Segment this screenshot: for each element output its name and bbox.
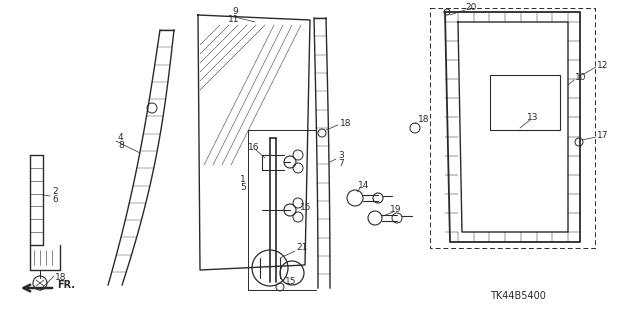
Text: 19: 19 bbox=[390, 205, 401, 214]
Text: 21: 21 bbox=[296, 243, 307, 253]
Text: 15: 15 bbox=[285, 278, 296, 286]
Text: 3: 3 bbox=[338, 151, 344, 160]
Text: 14: 14 bbox=[358, 181, 369, 189]
Text: 12: 12 bbox=[597, 61, 609, 70]
Text: 13: 13 bbox=[527, 114, 538, 122]
Text: 11: 11 bbox=[228, 16, 239, 25]
Text: 10: 10 bbox=[575, 73, 586, 83]
Text: FR.: FR. bbox=[57, 280, 75, 290]
Text: 18: 18 bbox=[340, 118, 351, 128]
Text: 1: 1 bbox=[240, 175, 246, 184]
Text: 18: 18 bbox=[55, 273, 67, 283]
Text: 4: 4 bbox=[118, 133, 124, 143]
Text: 7: 7 bbox=[338, 159, 344, 167]
Text: 8: 8 bbox=[118, 142, 124, 151]
Text: 9: 9 bbox=[232, 8, 237, 17]
Text: TK44B5400: TK44B5400 bbox=[490, 291, 546, 301]
Text: 16: 16 bbox=[248, 144, 259, 152]
Text: 20: 20 bbox=[465, 4, 476, 12]
Text: 15: 15 bbox=[300, 204, 312, 212]
Text: 5: 5 bbox=[240, 183, 246, 192]
Text: 2: 2 bbox=[52, 188, 58, 197]
Text: 6: 6 bbox=[52, 196, 58, 204]
Text: 18: 18 bbox=[418, 115, 429, 124]
Text: 17: 17 bbox=[597, 130, 609, 139]
